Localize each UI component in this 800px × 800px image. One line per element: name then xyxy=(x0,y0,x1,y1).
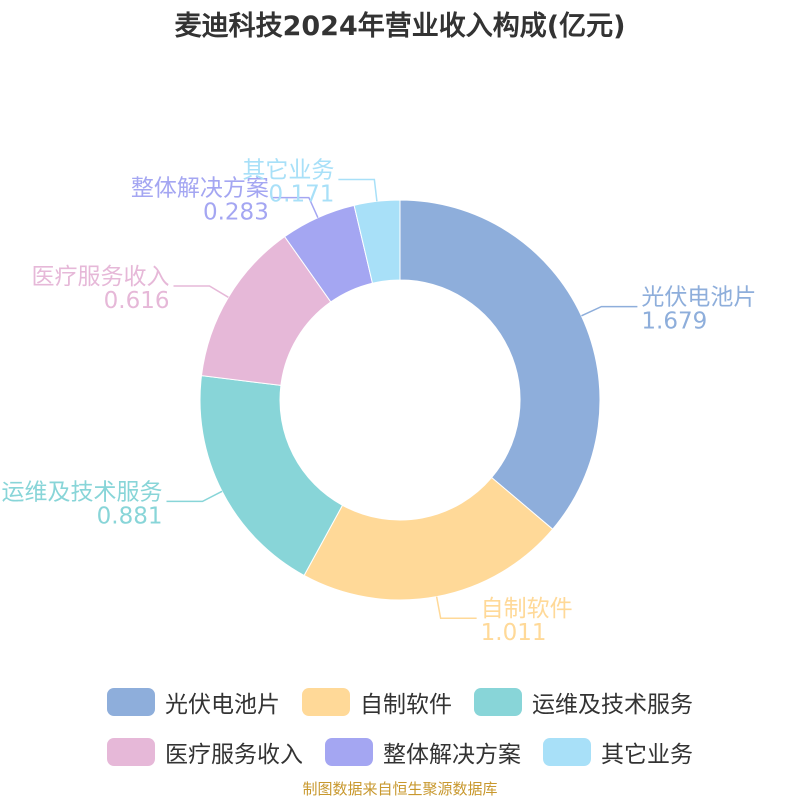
legend-swatch xyxy=(474,688,522,716)
legend-label: 医疗服务收入 xyxy=(165,742,303,768)
legend-label: 运维及技术服务 xyxy=(532,692,693,718)
slice-label: 整体解决方案 xyxy=(131,176,269,202)
leader-line xyxy=(272,196,319,218)
legend: 光伏电池片 自制软件 运维及技术服务 医疗服务收入 整体解决方案 其它业务 xyxy=(0,685,800,785)
leader-line xyxy=(435,596,477,619)
legend-item-software[interactable]: 自制软件 xyxy=(302,685,452,719)
chart-title: 麦迪科技2024年营业收入构成(亿元) xyxy=(174,11,626,42)
legend-label: 整体解决方案 xyxy=(383,742,521,768)
legend-swatch xyxy=(325,738,373,766)
slice-label: 自制软件 xyxy=(481,596,573,622)
legend-row: 医疗服务收入 整体解决方案 其它业务 xyxy=(0,735,800,769)
leader-line xyxy=(338,178,378,202)
legend-swatch xyxy=(107,688,155,716)
legend-label: 其它业务 xyxy=(601,742,693,768)
legend-item-other[interactable]: 其它业务 xyxy=(543,735,693,769)
pie-slice[interactable] xyxy=(303,476,554,601)
pie-slice[interactable] xyxy=(353,199,401,284)
legend-item-maintenance[interactable]: 运维及技术服务 xyxy=(474,685,693,719)
legend-label: 自制软件 xyxy=(360,692,452,718)
legend-label: 光伏电池片 xyxy=(165,692,280,718)
pie-slice[interactable] xyxy=(199,375,344,577)
slice-value: 0.283 xyxy=(203,200,269,226)
slice-value: 1.011 xyxy=(481,620,547,646)
legend-item-solutions[interactable]: 整体解决方案 xyxy=(325,735,521,769)
legend-item-pv-cells[interactable]: 光伏电池片 xyxy=(107,685,280,719)
leader-line xyxy=(581,305,638,317)
leader-line xyxy=(166,490,223,503)
slice-value: 0.616 xyxy=(104,288,170,314)
legend-swatch xyxy=(302,688,350,716)
source-note: 制图数据来自恒生聚源数据库 xyxy=(302,780,498,798)
slice-label: 光伏电池片 xyxy=(641,285,756,311)
legend-swatch xyxy=(107,738,155,766)
slice-value: 0.881 xyxy=(97,503,163,529)
slice-label: 运维及技术服务 xyxy=(1,479,162,505)
slice-label: 其它业务 xyxy=(242,157,334,183)
slice-value: 0.171 xyxy=(269,181,335,207)
leader-line xyxy=(173,285,229,298)
legend-swatch xyxy=(543,738,591,766)
slice-value: 1.679 xyxy=(641,309,707,335)
legend-row: 光伏电池片 自制软件 运维及技术服务 xyxy=(0,685,800,719)
pie-slice[interactable] xyxy=(399,199,601,530)
legend-item-medical[interactable]: 医疗服务收入 xyxy=(107,735,303,769)
slice-label: 医疗服务收入 xyxy=(31,264,169,290)
